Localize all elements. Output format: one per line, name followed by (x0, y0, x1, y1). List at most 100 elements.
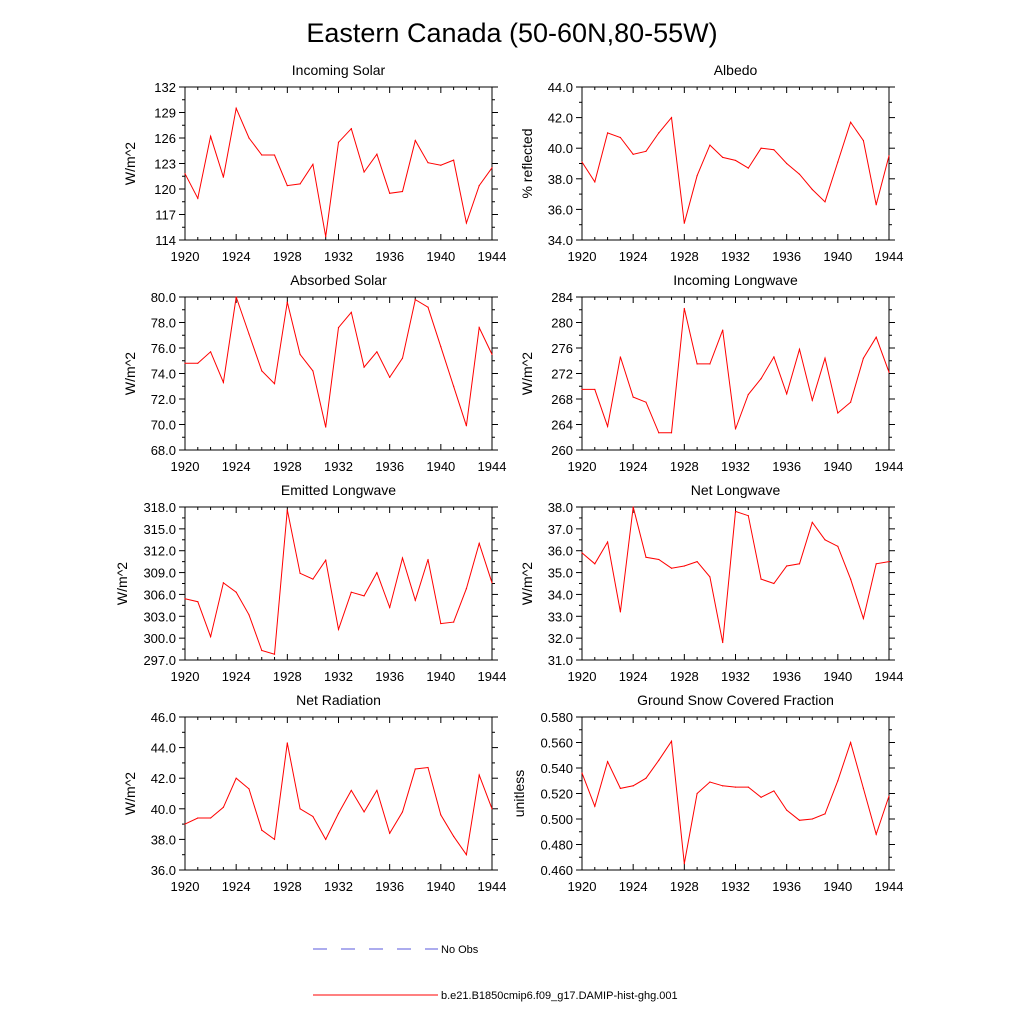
data-point (632, 785, 634, 787)
data-point (389, 376, 391, 378)
data-point (734, 159, 737, 162)
data-point (798, 173, 801, 175)
data-point (645, 401, 647, 403)
x-tick-label: 1940 (426, 669, 455, 684)
y-tick-label: 70.0 (151, 418, 176, 433)
data-point (594, 388, 596, 391)
data-point (376, 571, 378, 574)
data-point (722, 641, 724, 644)
chart-panel: Ground Snow Covered Fraction 1920 1924 1928… (511, 692, 903, 894)
data-point (773, 149, 775, 151)
y-axis-label: W/m^2 (519, 352, 535, 395)
x-tick-label: 1924 (619, 249, 648, 264)
data-point (197, 362, 199, 364)
x-tick-label: 1924 (619, 459, 648, 474)
x-tick-label: 1936 (375, 249, 404, 264)
data-point (632, 153, 634, 155)
data-point (670, 567, 673, 569)
x-tick-label: 1932 (324, 669, 353, 684)
data-point (478, 542, 480, 545)
panel-title: Incoming Solar (292, 62, 386, 78)
figure-title: Eastern Canada (50-60N,80-55W) (306, 18, 717, 48)
y-axis-label: W/m^2 (114, 562, 130, 605)
data-point (350, 591, 352, 593)
data-point (389, 832, 391, 834)
data-point (248, 137, 250, 139)
data-point (401, 811, 404, 813)
data-point (798, 819, 801, 821)
data-point (824, 357, 826, 359)
x-tick-label: 1932 (721, 249, 750, 264)
x-tick-label: 1940 (426, 459, 455, 474)
y-tick-label: 303.0 (143, 609, 176, 624)
y-tick-label: 129 (154, 106, 176, 121)
data-point (581, 161, 583, 163)
data-point (837, 780, 839, 782)
data-point (786, 162, 788, 165)
data-point (286, 742, 288, 744)
data-point (862, 139, 865, 142)
data-point (722, 785, 724, 787)
data-point (786, 809, 788, 811)
data-point (670, 740, 673, 742)
data-point (478, 185, 480, 187)
data-point (453, 159, 455, 161)
x-tick-label: 1940 (823, 669, 852, 684)
x-tick-label: 1920 (568, 879, 597, 894)
y-tick-label: 37.0 (548, 522, 573, 537)
data-point (658, 759, 660, 761)
panel-title: Ground Snow Covered Fraction (637, 692, 834, 708)
data-point (453, 621, 455, 623)
data-point (427, 766, 429, 769)
data-point (786, 393, 788, 395)
x-tick-label: 1920 (171, 249, 200, 264)
x-tick-label: 1928 (670, 879, 699, 894)
chart-panel: Incoming Longwave 1920 1924 1928 1932 1936 194… (519, 272, 903, 474)
data-point (197, 197, 199, 199)
data-point (414, 139, 416, 142)
data-point (747, 167, 749, 169)
series-line (581, 506, 890, 643)
y-tick-label: 272 (551, 367, 573, 382)
y-tick-label: 0.540 (540, 761, 573, 776)
data-point (491, 808, 493, 810)
data-point (273, 653, 276, 655)
y-tick-label: 38.0 (151, 832, 176, 847)
data-point (632, 506, 634, 508)
data-point (184, 362, 186, 364)
data-point (645, 777, 647, 779)
series-line (184, 106, 493, 237)
y-tick-label: 34.0 (548, 233, 573, 248)
x-tick-label: 1940 (426, 879, 455, 894)
y-tick-label: 38.0 (548, 172, 573, 187)
x-tick-label: 1932 (721, 459, 750, 474)
x-tick-label: 1936 (375, 459, 404, 474)
data-point (594, 181, 596, 183)
x-tick-label: 1928 (273, 459, 302, 474)
data-point (734, 428, 737, 430)
data-point (773, 356, 775, 358)
data-point (811, 521, 813, 523)
y-tick-label: 0.520 (540, 787, 573, 802)
data-point (427, 162, 429, 164)
x-tick-label: 1940 (426, 249, 455, 264)
data-point (299, 353, 301, 355)
y-tick-label: 33.0 (548, 609, 573, 624)
y-axis-label: W/m^2 (122, 772, 138, 815)
data-point (465, 588, 468, 590)
x-tick-label: 1920 (171, 879, 200, 894)
chart-panel: Net Longwave 1920 1924 1928 1932 1936 1940 1944… (519, 482, 903, 684)
y-axis-label: W/m^2 (519, 562, 535, 605)
y-tick-label: 0.580 (540, 710, 573, 725)
x-tick-label: 1928 (670, 669, 699, 684)
y-tick-label: 38.0 (548, 500, 573, 515)
series-line (184, 742, 493, 857)
data-point (184, 173, 186, 175)
data-point (760, 147, 762, 149)
x-tick-label: 1924 (222, 879, 251, 894)
data-point (773, 790, 775, 792)
panel-title: Net Longwave (691, 482, 781, 498)
data-point (299, 572, 301, 574)
data-point (875, 204, 877, 206)
y-tick-label: 120 (154, 182, 176, 197)
